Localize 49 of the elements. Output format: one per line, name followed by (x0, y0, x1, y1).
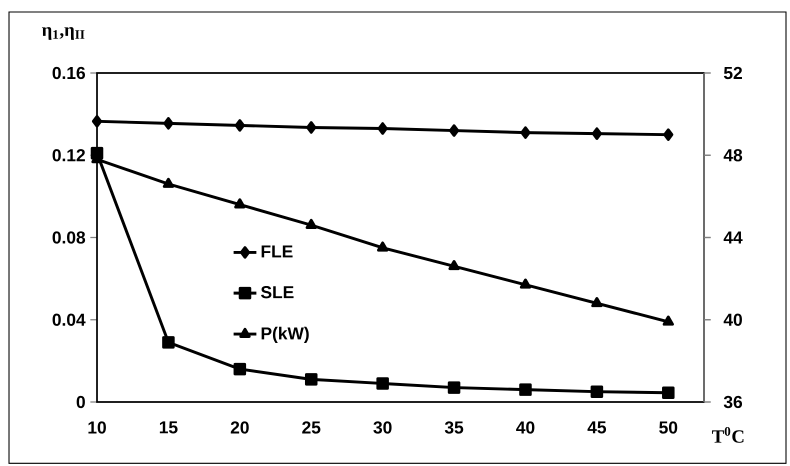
y-tick-label: 0.12 (52, 149, 85, 162)
legend-label: SLE (261, 286, 294, 298)
legend-label: P(kW) (262, 326, 309, 343)
point (162, 178, 174, 188)
x-tick-label: 30 (373, 421, 392, 434)
point (234, 198, 246, 208)
y-axis-title: η$_{1}$,η$_{II}$ (42, 27, 84, 40)
x-tick-label: 20 (230, 421, 249, 434)
y-tick-label: 0.08 (52, 231, 86, 244)
point (234, 119, 245, 132)
y-tick-label: 0.04 (52, 314, 86, 326)
y2-tick-label: 48 (724, 149, 742, 162)
point (592, 127, 602, 140)
point (377, 242, 388, 252)
y2-tick-label: 36 (724, 396, 742, 408)
point (162, 336, 175, 349)
y2-tick-label: 52 (724, 66, 742, 80)
point (448, 381, 460, 394)
point (304, 373, 318, 386)
point (306, 218, 317, 230)
point (448, 124, 460, 137)
point (520, 126, 531, 139)
x-axis-title: T$^{0}$C (712, 426, 744, 443)
x-tick-label: 35 (444, 421, 464, 434)
point (663, 128, 674, 141)
x-tick-label: 10 (88, 421, 106, 434)
point (591, 297, 603, 308)
point (163, 117, 174, 130)
point (590, 385, 604, 398)
point (92, 115, 102, 128)
point (519, 383, 532, 396)
y-tick-label: 0.16 (52, 66, 85, 80)
x-tick-label: 40 (516, 421, 534, 434)
x-tick-label: 15 (160, 421, 178, 434)
x-tick-label: 50 (659, 421, 678, 434)
y-tick-label: 0 (76, 396, 85, 408)
point (234, 362, 246, 376)
x-tick-label: 25 (302, 421, 320, 434)
point (662, 386, 675, 400)
point (378, 122, 388, 135)
point (376, 377, 389, 390)
point (662, 316, 674, 326)
legend-label: FLE (262, 245, 293, 258)
point (306, 121, 316, 134)
y2-tick-label: 44 (724, 232, 743, 244)
point (520, 278, 532, 289)
x-tick-label: 45 (588, 421, 606, 434)
y2-tick-label: 40 (724, 314, 742, 326)
point (448, 260, 460, 270)
